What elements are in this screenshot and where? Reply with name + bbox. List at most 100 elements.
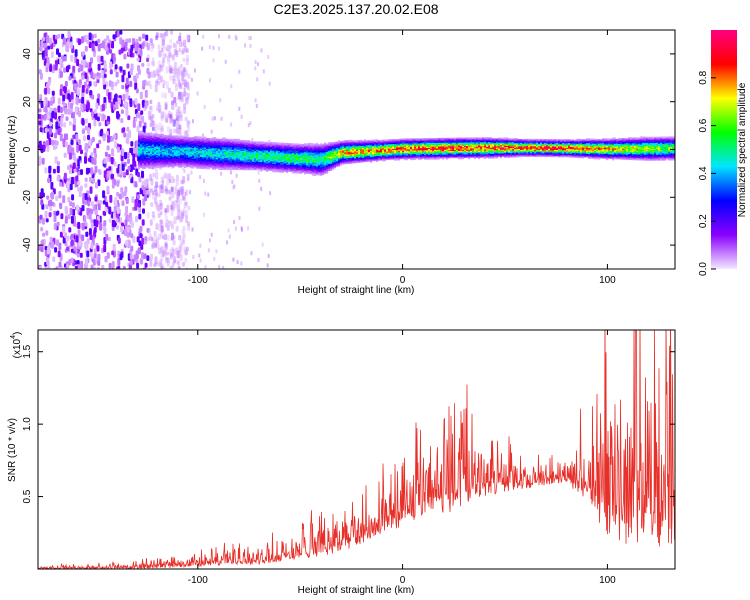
ridge-cell [322, 153, 325, 155]
ridge-cell [330, 168, 333, 170]
ridge-cell [184, 149, 187, 152]
heatmap-cell [43, 100, 47, 106]
ridge-cell [202, 143, 205, 146]
ridge-cell [268, 157, 271, 159]
ridge-cell [150, 151, 153, 153]
ridge-cell [230, 159, 233, 161]
ridge-cell [228, 149, 231, 151]
heatmap-cell [82, 103, 86, 111]
ridge-cell [368, 146, 371, 148]
ridge-cell [190, 144, 193, 146]
ridge-cell [370, 145, 373, 148]
ridge-cell [286, 152, 289, 154]
heatmap-cell [86, 238, 90, 245]
ridge-cell [198, 156, 201, 159]
ridge-cell [368, 147, 371, 149]
ridge-cell [398, 159, 401, 161]
ridge-cell [308, 152, 311, 154]
heatmap-cell [159, 199, 163, 207]
ridge-cell [376, 149, 379, 152]
ridge-cell [174, 153, 177, 155]
ridge-cell [246, 159, 249, 161]
ridge-cell [298, 168, 301, 171]
ridge-cell [172, 136, 175, 139]
heatmap-cell [249, 44, 252, 48]
ridge-cell [190, 139, 193, 141]
ridge-cell [286, 151, 289, 153]
heatmap-cell [97, 63, 101, 71]
ridge-cell [190, 146, 193, 149]
ridge-cell [402, 140, 405, 143]
ridge-cell [140, 142, 143, 145]
ridge-cell [194, 151, 197, 154]
heatmap-cell [70, 92, 74, 100]
heatmap-cell [204, 191, 207, 196]
ridge-cell [202, 167, 205, 170]
heatmap-cell [152, 190, 155, 195]
ridge-cell [184, 158, 187, 160]
ridge-cell [148, 154, 151, 156]
heatmap-cell [154, 192, 158, 198]
ridge-cell [174, 136, 177, 138]
heatmap-cell [141, 170, 144, 179]
ridge-cell [200, 152, 203, 154]
ridge-cell [296, 171, 299, 173]
ridge-cell [156, 151, 159, 153]
ridge-cell [286, 142, 289, 145]
ridge-cell [276, 144, 279, 147]
ridge-cell [292, 163, 295, 165]
ridge-cell [248, 149, 251, 152]
ridge-cell [198, 137, 201, 139]
heatmap-cell [224, 59, 227, 64]
ridge-cell [262, 155, 265, 158]
ridge-cell [150, 164, 153, 167]
ridge-cell [292, 148, 295, 150]
ridge-cell [386, 151, 389, 153]
ridge-cell [274, 162, 277, 164]
ridge-cell [178, 136, 181, 138]
ridge-cell [302, 168, 305, 170]
ridge-cell [204, 145, 207, 147]
ridge-cell [312, 169, 315, 171]
heatmap-cell [167, 46, 171, 52]
ridge-cell [354, 147, 357, 149]
ridge-cell [402, 152, 405, 155]
ridge-cell [318, 155, 321, 157]
ridge-cell [214, 157, 217, 159]
ridge-cell [296, 151, 299, 154]
ridge-cell [202, 165, 205, 167]
heatmap-cell [76, 59, 80, 67]
ridge-cell [294, 148, 297, 150]
ridge-cell [322, 168, 325, 171]
ridge-cell [326, 147, 329, 149]
heatmap-cell [40, 101, 44, 109]
heatmap-cell [180, 98, 184, 103]
ridge-cell [400, 153, 403, 155]
heatmap-cell [155, 79, 159, 84]
ridge-cell [344, 161, 347, 164]
ridge-cell [216, 151, 219, 154]
ridge-cell [190, 151, 193, 153]
ridge-cell [148, 157, 151, 160]
heatmap-cell [84, 145, 88, 151]
ridge-cell [218, 144, 221, 147]
heatmap-cell [172, 119, 176, 127]
ridge-cell [216, 142, 219, 144]
ridge-cell [232, 141, 235, 143]
heatmap-cell [178, 245, 182, 253]
ridge-cell [254, 142, 257, 144]
ridge-cell [356, 143, 359, 146]
ridge-cell [262, 163, 265, 165]
ridge-cell [316, 165, 319, 167]
ridge-cell [320, 143, 323, 145]
ridge-cell [356, 153, 359, 155]
ridge-cell [274, 168, 277, 170]
ridge-cell [170, 164, 173, 166]
ridge-cell [350, 155, 353, 157]
ridge-cell [176, 150, 179, 153]
ridge-cell [182, 160, 185, 162]
ridge-cell [154, 140, 157, 142]
ridge-cell [200, 142, 203, 144]
ridge-cell [404, 156, 407, 158]
ridge-cell [208, 140, 211, 142]
